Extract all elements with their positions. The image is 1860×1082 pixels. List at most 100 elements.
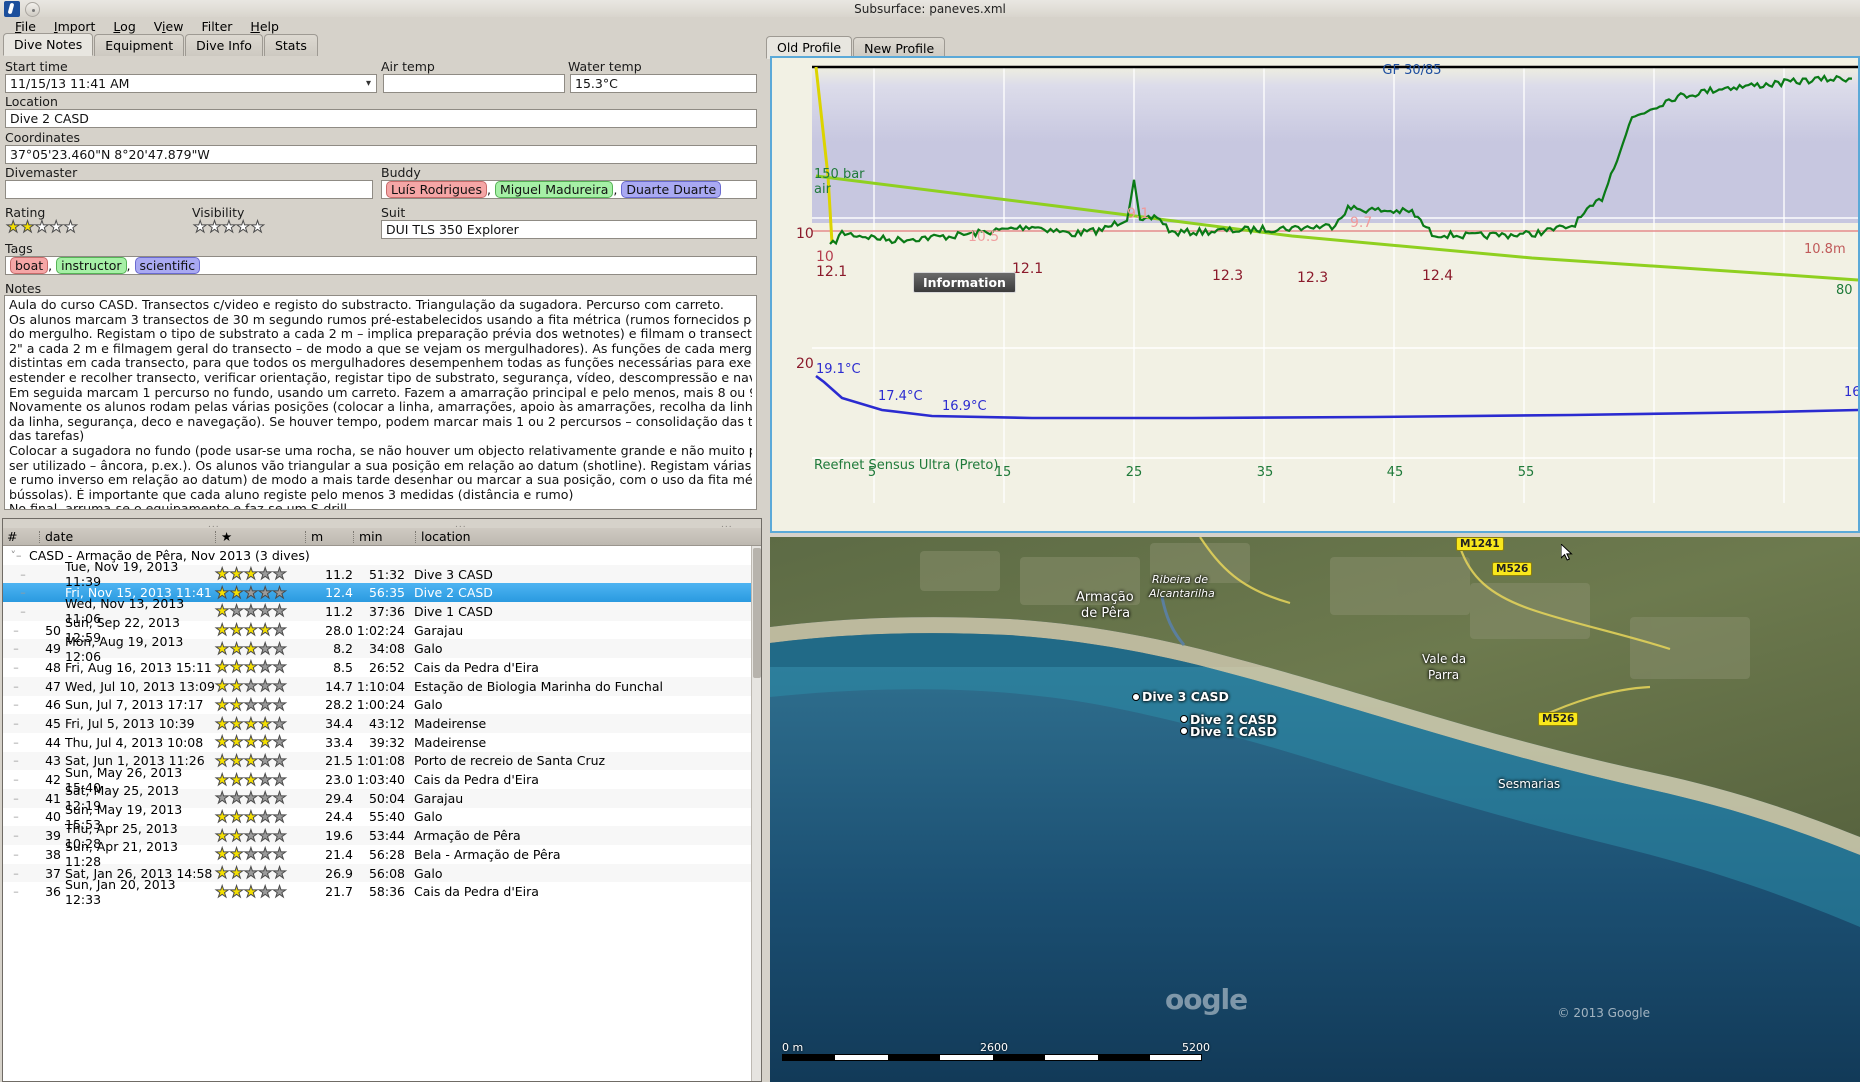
- scale-start: 0 m: [782, 1041, 804, 1054]
- star-5[interactable]: ★: [63, 217, 78, 236]
- table-row[interactable]: –47 Wed, Jul 10, 2013 13:09 ★ ★ ★ ★ ★ 14.7 1:10:…: [3, 676, 761, 696]
- star-2[interactable]: ★: [207, 217, 222, 236]
- menu-file[interactable]: FFileile: [15, 19, 36, 34]
- water-temp-input[interactable]: 15.3°C: [570, 74, 757, 93]
- table-row[interactable]: –37 Sat, Jan 26, 2013 14:58 ★ ★ ★ ★ ★ 26.9 56:08…: [3, 863, 761, 883]
- row-duration: 39:32: [368, 734, 405, 750]
- tag-token-3[interactable]: scientific: [134, 257, 201, 274]
- resize-handle-2[interactable]: ...: [455, 520, 467, 530]
- start-time-input[interactable]: 11/15/13 11:41 AM ▾: [5, 74, 377, 93]
- trip-row[interactable]: ˅– CASD - Armação de Pêra, Nov 2013 (3 di…: [3, 546, 761, 565]
- col-header-location[interactable]: location: [415, 529, 761, 544]
- table-row[interactable]: –50 Sun, Sep 22, 2013 12:59 ★ ★ ★ ★ ★ 28.0 1:02:…: [3, 615, 761, 645]
- table-row[interactable]: –42 Sun, May 26, 2013 15:40 ★ ★ ★ ★ ★ 23.0 1:03:…: [3, 765, 761, 795]
- menu-help[interactable]: Help: [250, 19, 279, 34]
- col-header-duration[interactable]: min: [353, 529, 415, 544]
- suit-input[interactable]: DUI TLS 350 Explorer: [381, 220, 757, 239]
- notes-textarea[interactable]: Aula do curso CASD. Transectos c/video e…: [4, 295, 757, 510]
- tab-equipment[interactable]: Equipment: [94, 34, 185, 56]
- visibility-stars[interactable]: ★ ★ ★ ★ ★: [192, 217, 265, 236]
- row-stars: ★ ★ ★ ★ ★: [214, 565, 287, 582]
- menu-import[interactable]: Import: [53, 19, 96, 34]
- notes-line: 2" a cada 2 m e filmagem geral do transe…: [9, 341, 752, 356]
- col-header-depth[interactable]: m: [305, 529, 353, 544]
- col-header-rating[interactable]: ★: [215, 529, 305, 544]
- table-row[interactable]: – Wed, Nov 13, 2013 11:06 ★ ★ ★ ★ ★ 11.2 37:36 Di…: [3, 596, 761, 626]
- table-row[interactable]: –41 Sat, May 25, 2013 12:19 ★ ★ ★ ★ ★ 29.4 50:04…: [3, 783, 761, 813]
- divemaster-input[interactable]: [5, 180, 373, 199]
- table-row[interactable]: –39 Thu, Apr 25, 2013 10:28 ★ ★ ★ ★ ★ 19.6 53:44…: [3, 821, 761, 851]
- tags-input[interactable]: boat, instructor, scientific: [5, 256, 757, 275]
- menu-log[interactable]: Log: [113, 19, 136, 34]
- table-row[interactable]: –45 Fri, Jul 5, 2013 10:39 ★ ★ ★ ★ ★ 34.4 43:12 M…: [3, 714, 761, 733]
- buddy-input[interactable]: Luís Rodrigues, Miguel Madureira, Duarte…: [381, 180, 757, 199]
- buddy-token-3[interactable]: Duarte Duarte: [621, 181, 722, 198]
- row-star-1: ★: [214, 825, 230, 845]
- table-row[interactable]: –40 Sun, May 19, 2013 15:53 ★ ★ ★ ★ ★ 24.4 55:40…: [3, 802, 761, 832]
- table-row[interactable]: –43 Sat, Jun 1, 2013 11:26 ★ ★ ★ ★ ★ 21.5 1:01:0…: [3, 750, 761, 771]
- tag-token-1[interactable]: boat: [10, 257, 49, 274]
- table-row[interactable]: –48 Fri, Aug 16, 2013 15:11 ★ ★ ★ ★ ★ 8.5 26:52 C…: [3, 658, 761, 677]
- resize-handle-1[interactable]: ...: [208, 520, 220, 530]
- tab-stats[interactable]: Stats: [263, 34, 318, 56]
- table-row[interactable]: –49 Mon, Aug 19, 2013 12:06 ★ ★ ★ ★ ★ 8.2 34:08 G…: [3, 634, 761, 664]
- star-1[interactable]: ★: [192, 217, 208, 236]
- star-5[interactable]: ★: [250, 217, 265, 236]
- menu-view[interactable]: View: [153, 19, 184, 34]
- col-header-number[interactable]: #: [7, 529, 18, 544]
- star-3[interactable]: ★: [221, 217, 237, 236]
- row-location: Galo: [414, 865, 443, 881]
- buddy-token-1[interactable]: Luís Rodrigues: [386, 181, 488, 198]
- column-resize-handles[interactable]: ... ... ...: [3, 519, 761, 530]
- start-time-value: 11/15/13 11:41 AM: [10, 76, 130, 91]
- table-row[interactable]: –46 Sun, Jul 7, 2013 17:17 ★ ★ ★ ★ ★ 28.2 1:00:2…: [3, 695, 761, 715]
- tab-dive-notes[interactable]: Dive Notes: [3, 33, 94, 56]
- row-date: Tue, Nov 19, 2013 11:39: [65, 559, 179, 590]
- scrollbar-thumb[interactable]: [753, 548, 761, 678]
- row-star-5: ★: [272, 750, 287, 770]
- dive-list-body[interactable]: ˅– CASD - Armação de Pêra, Nov 2013 (3 di…: [3, 546, 761, 907]
- star-4[interactable]: ★: [49, 217, 64, 236]
- resize-handle-3[interactable]: ...: [721, 520, 733, 530]
- row-depth: 21.7: [325, 884, 353, 900]
- coordinates-input[interactable]: 37°05'23.460"N 8°20'47.879"W: [5, 145, 757, 164]
- row-location: Cais da Pedra d'Eira: [414, 884, 539, 900]
- trip-expander[interactable]: ˅–: [10, 548, 22, 562]
- col-header-date[interactable]: date: [39, 529, 215, 544]
- row-star-3: ★: [243, 601, 259, 621]
- suit-value: DUI TLS 350 Explorer: [386, 222, 519, 237]
- table-row[interactable]: –44 Thu, Jul 4, 2013 10:08 ★ ★ ★ ★ ★ 33.4 39:32 M…: [3, 732, 761, 752]
- row-duration: 56:35: [368, 585, 405, 601]
- location-input[interactable]: Dive 2 CASD: [5, 109, 757, 128]
- rating-stars[interactable]: ★ ★ ★ ★ ★: [5, 217, 78, 236]
- dive-list-scrollbar[interactable]: [751, 546, 761, 1081]
- dive-list[interactable]: ... ... ... # date ★ m min location ˅– CA…: [2, 518, 762, 1082]
- dive-profile-chart[interactable]: 10 20 5 15 25 35 45 55 GF 30/85 150 bar …: [770, 56, 1860, 533]
- table-row[interactable]: –36 Sun, Jan 20, 2013 12:33 ★ ★ ★ ★ ★ 21.7 58:36…: [3, 877, 761, 907]
- row-location: Madeirense: [414, 734, 487, 750]
- table-row[interactable]: – Fri, Nov 15, 2013 11:41 ★ ★ ★ ★ ★ 12.4 56:35 Di…: [3, 583, 761, 603]
- tab-new-profile[interactable]: New Profile: [853, 37, 946, 59]
- tag-token-2[interactable]: instructor: [56, 257, 127, 274]
- row-number: 37: [45, 865, 61, 881]
- tab-dive-info[interactable]: Dive Info: [185, 34, 263, 56]
- dive-site-map[interactable]: Armação de Pêra Ribeira de Alcantarilha …: [770, 537, 1860, 1082]
- row-stars: ★ ★ ★ ★ ★: [214, 715, 287, 732]
- star-1[interactable]: ★: [5, 217, 21, 236]
- menu-filter[interactable]: Filter: [201, 19, 233, 34]
- buddy-label: Buddy: [381, 165, 421, 180]
- table-row[interactable]: – Tue, Nov 19, 2013 11:39 ★ ★ ★ ★ ★ 11.2 51:32 Di…: [3, 559, 761, 589]
- chevron-down-icon[interactable]: ▾: [365, 78, 371, 89]
- star-2[interactable]: ★: [20, 217, 35, 236]
- row-date: Sun, Apr 21, 2013 11:28: [65, 839, 178, 870]
- buddy-token-2[interactable]: Miguel Madureira: [494, 181, 614, 198]
- air-temp-input[interactable]: [383, 74, 565, 93]
- table-row[interactable]: –38 Sun, Apr 21, 2013 11:28 ★ ★ ★ ★ ★ 21.4 56:28…: [3, 839, 761, 869]
- star-4[interactable]: ★: [236, 217, 251, 236]
- row-stars: ★ ★ ★ ★ ★: [214, 750, 287, 770]
- row-star-1: ★: [214, 620, 230, 640]
- row-stars: ★ ★ ★ ★ ★: [214, 883, 287, 900]
- tab-old-profile[interactable]: Old Profile: [766, 36, 853, 59]
- information-button[interactable]: Information: [913, 272, 1016, 293]
- star-3[interactable]: ★: [34, 217, 50, 236]
